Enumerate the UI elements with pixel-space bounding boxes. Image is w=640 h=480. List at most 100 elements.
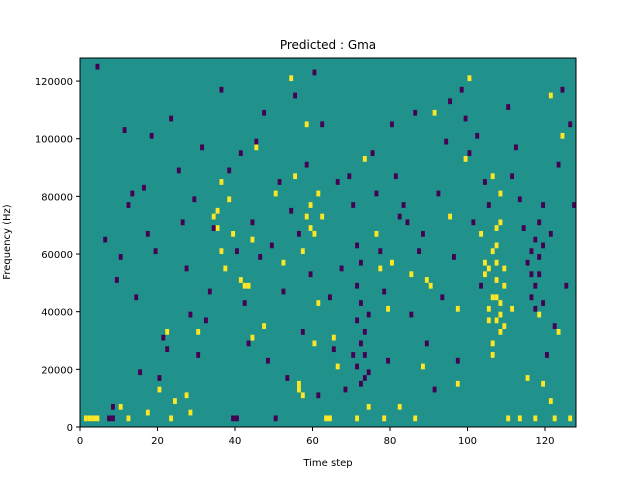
heatmap-cell-low xyxy=(235,248,239,255)
heatmap-cell-low xyxy=(463,115,468,122)
heatmap-cell-low xyxy=(459,86,464,93)
heatmap-cell-high xyxy=(157,386,162,393)
x-tick-label: 60 xyxy=(306,436,319,447)
heatmap-cell-low xyxy=(289,207,294,214)
heatmap-cell-high xyxy=(386,305,391,312)
heatmap-cell-low xyxy=(537,219,542,226)
heatmap-cell-low xyxy=(382,288,387,295)
heatmap-cell-low xyxy=(409,311,414,318)
heatmap-cell-high xyxy=(312,340,317,347)
heatmap-cell-low xyxy=(436,190,441,197)
heatmap-cell-low xyxy=(316,392,321,399)
heatmap-cell-low xyxy=(366,369,371,376)
heatmap-cell-high xyxy=(421,363,425,370)
heatmap-cell-low xyxy=(514,144,518,151)
heatmap-cell-high xyxy=(304,213,309,220)
heatmap-cell-low xyxy=(393,173,398,180)
heatmap-cell-low xyxy=(552,323,557,329)
heatmap-cell-high xyxy=(494,259,499,266)
heatmap-cell-low xyxy=(95,63,100,70)
heatmap-cell-high xyxy=(165,328,170,335)
chart-title: Predicted : Gma xyxy=(280,38,376,52)
heatmap-cell-high xyxy=(281,259,286,266)
heatmap-cell-low xyxy=(281,288,286,295)
heatmap-cell-low xyxy=(231,415,236,422)
heatmap-cell-low xyxy=(188,311,193,318)
heatmap-cell-low xyxy=(359,259,363,266)
heatmap-cell-low xyxy=(529,271,534,278)
plot-frame xyxy=(79,57,577,428)
heatmap-cell-high xyxy=(273,190,278,197)
heatmap-cell-low xyxy=(347,173,352,180)
heatmap-cell-high xyxy=(413,415,418,422)
heatmap-background xyxy=(80,58,576,427)
heatmap-cell-high xyxy=(486,265,491,272)
y-tick-label: 100000 xyxy=(35,135,73,146)
heatmap-cell-low xyxy=(366,311,371,318)
y-axis-label: Frequency (Hz) xyxy=(2,204,13,280)
heatmap-cell-low xyxy=(444,138,449,145)
heatmap-cell-low xyxy=(405,219,410,226)
heatmap-cell-high xyxy=(374,230,379,237)
heatmap-cell-low xyxy=(455,357,460,364)
heatmap-cell-high xyxy=(490,294,495,301)
heatmap-cell-high xyxy=(552,415,557,422)
heatmap-cell-high xyxy=(196,328,201,335)
heatmap-cell-low xyxy=(335,179,340,185)
heatmap-cell-high xyxy=(494,225,499,231)
heatmap-cell-low xyxy=(258,254,263,260)
heatmap-cell-high xyxy=(250,236,255,243)
heatmap-cell-low xyxy=(529,248,534,255)
heatmap-cell-low xyxy=(153,248,158,255)
heatmap-cell-high xyxy=(498,190,503,197)
heatmap-cell-low xyxy=(479,282,484,289)
heatmap-cell-low xyxy=(111,415,115,422)
heatmap-cell-high xyxy=(525,375,530,381)
heatmap-cell-high xyxy=(498,219,503,226)
heatmap-cell-low xyxy=(242,300,247,306)
heatmap-cell-high xyxy=(556,328,561,335)
heatmap-cell-high xyxy=(548,398,553,404)
heatmap-cell-low xyxy=(533,282,538,289)
heatmap-cell-low xyxy=(355,363,360,370)
heatmap-cell-high xyxy=(316,190,321,197)
heatmap-cell-high xyxy=(378,265,383,272)
heatmap-cell-high xyxy=(382,415,387,422)
heatmap-cell-high xyxy=(494,242,499,249)
heatmap-cell-high xyxy=(455,380,460,387)
heatmap-cell-low xyxy=(339,265,344,272)
heatmap-cell-low xyxy=(134,294,139,301)
heatmap-cell-high xyxy=(366,403,371,410)
heatmap-cell-low xyxy=(262,109,267,116)
heatmap-cell-high xyxy=(215,207,220,214)
heatmap-cell-high xyxy=(297,386,301,393)
heatmap-cell-low xyxy=(452,254,456,260)
heatmap-cell-low xyxy=(227,167,232,174)
heatmap-cell-low xyxy=(548,230,553,237)
heatmap-cell-high xyxy=(490,340,495,347)
heatmap-cell-low xyxy=(510,173,515,180)
heatmap-cell-high xyxy=(409,271,414,278)
heatmap-cell-low xyxy=(200,144,205,151)
heatmap-cell-low xyxy=(521,225,526,231)
heatmap-cell-low xyxy=(293,92,298,99)
heatmap-cell-low xyxy=(207,288,212,295)
heatmap-cell-low xyxy=(486,202,491,208)
heatmap-cell-high xyxy=(498,300,503,306)
heatmap-cell-low xyxy=(541,242,546,249)
heatmap-cell-high xyxy=(362,156,367,162)
heatmap-cell-low xyxy=(362,328,367,335)
heatmap-cell-low xyxy=(374,190,379,197)
heatmap-cell-high xyxy=(568,415,573,422)
heatmap-cell-high xyxy=(331,334,336,341)
heatmap-cell-low xyxy=(390,121,394,128)
heatmap-cell-low xyxy=(432,386,437,393)
heatmap-cell-high xyxy=(483,271,487,278)
heatmap-cell-high xyxy=(145,409,150,416)
heatmap-cell-low xyxy=(157,375,162,381)
y-tick-label: 20000 xyxy=(41,365,73,376)
heatmap-cell-low xyxy=(145,230,150,237)
heatmap-cell-low xyxy=(107,415,112,422)
heatmap-cell-high xyxy=(548,92,553,99)
